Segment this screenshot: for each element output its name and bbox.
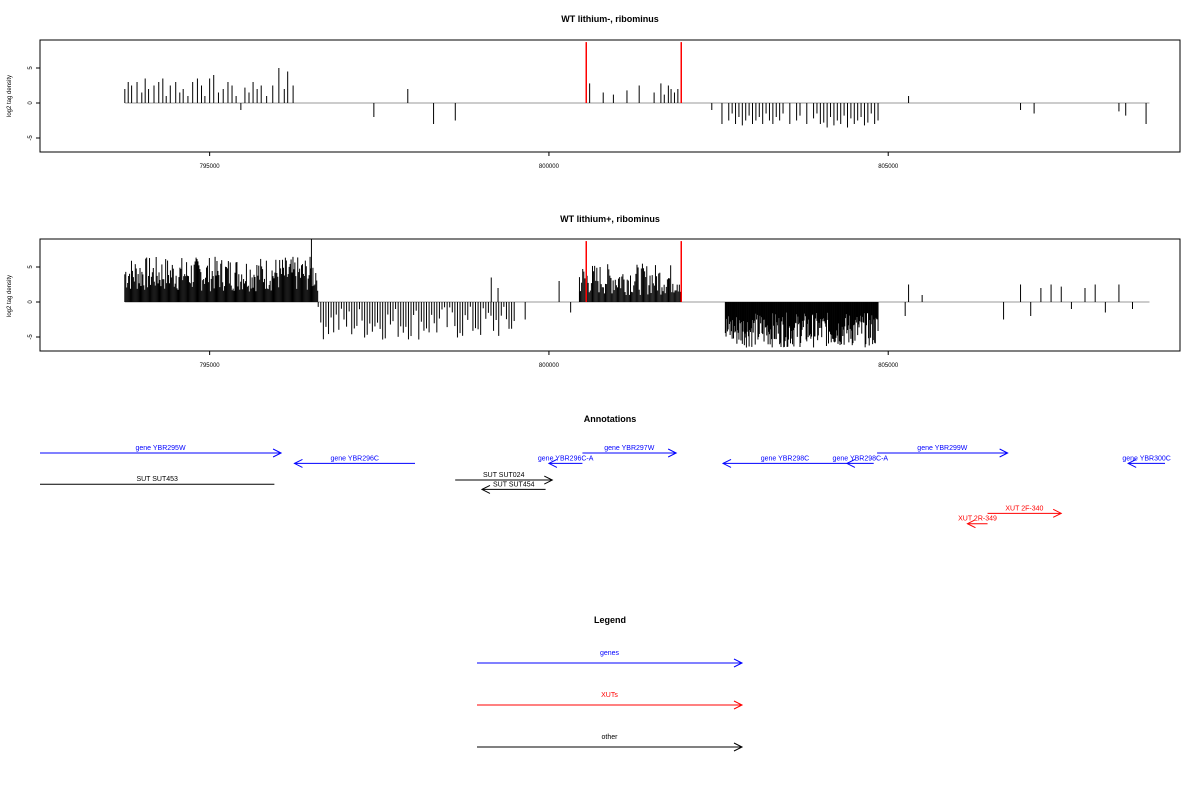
arrow-head	[544, 475, 554, 485]
feature-label: XUT 2F-340	[1005, 505, 1043, 512]
y-tick-label: 0	[28, 300, 34, 304]
y-axis-label: log2 tag density	[7, 275, 13, 317]
annotation-feature: gene YBR300C	[1122, 455, 1171, 468]
annotation-feature: gene YBR295W	[40, 445, 283, 458]
annotations-title: Annotations	[584, 414, 637, 424]
annotation-feature: SUT SUT453	[40, 476, 275, 485]
feature-label: XUT 2R-349	[958, 516, 997, 523]
x-tick-label: 795000	[200, 164, 221, 170]
x-tick-label: 805000	[878, 164, 899, 170]
arrow-head	[480, 484, 491, 494]
legend-label: XUTs	[601, 692, 618, 699]
legend-label: other	[602, 734, 619, 741]
legend: Legend genes XUTs other	[477, 615, 744, 752]
feature-label: SUT SUT453	[136, 476, 178, 483]
legend-item: genes	[477, 650, 744, 668]
annotation-feature: XUT 2R-349	[958, 516, 997, 529]
annotation-feature: SUT SUT024	[455, 472, 554, 485]
x-tick-label: 800000	[539, 164, 560, 170]
y-tick-label: 5	[28, 265, 34, 269]
y-tick-label: 0	[28, 101, 34, 105]
annotation-feature: gene YBR298C-A	[833, 455, 889, 468]
annotation-feature: gene YBR298C	[721, 455, 847, 468]
x-tick-label: 795000	[200, 363, 221, 369]
panel-title: WT lithium-, ribominus	[561, 14, 659, 24]
annotation-features: gene YBR295W gene YBR296C gene YBR296C-A ge…	[40, 445, 1171, 529]
feature-label: gene YBR299W	[917, 445, 967, 452]
y-tick-label: 5	[28, 66, 34, 70]
annotation-feature: gene YBR299W	[877, 445, 1009, 458]
axes: 5 0 -5 795000 800000 805000	[28, 66, 1150, 170]
annotation-feature: SUT SUT454	[480, 481, 546, 494]
arrow-head	[721, 458, 732, 468]
x-tick-label: 805000	[878, 363, 899, 369]
arrow-head	[966, 519, 976, 529]
feature-label: gene YBR296C	[330, 455, 379, 462]
arrow-head	[1127, 458, 1137, 468]
arrow-head	[999, 448, 1009, 458]
feature-label: gene YBR295W	[135, 445, 185, 452]
arrow-head	[733, 742, 744, 752]
y-tick-label: -5	[28, 334, 34, 340]
x-tick-label: 800000	[539, 363, 560, 369]
bars-layer	[124, 239, 1133, 348]
plot-frame	[39, 238, 1181, 352]
feature-label: gene YBR298C-A	[833, 455, 889, 462]
plot-frame	[39, 39, 1181, 153]
arrow-head	[272, 448, 283, 458]
feature-label: gene YBR296C-A	[538, 455, 594, 462]
panel-lithium-plus: WT lithium+, ribominus log2 tag density …	[7, 214, 1181, 369]
feature-label: SUT SUT024	[483, 472, 525, 479]
feature-label: gene YBR298C	[761, 455, 810, 462]
annotation-feature: XUT 2F-340	[987, 505, 1063, 518]
legend-label: genes	[600, 650, 620, 657]
legend-title: Legend	[594, 615, 626, 625]
legend-items: genes XUTs other	[477, 650, 744, 752]
bars-layer	[124, 42, 1147, 128]
y-axis-label: log2 tag density	[7, 75, 13, 117]
arrow-head	[1052, 508, 1063, 518]
feature-label: gene YBR300C	[1122, 455, 1171, 462]
panel-title: WT lithium+, ribominus	[560, 214, 660, 224]
arrow-head	[733, 700, 744, 710]
y-tick-label: -5	[28, 135, 34, 141]
arrow-head	[667, 448, 678, 458]
arrow-head	[733, 658, 744, 668]
arrow-head	[547, 458, 558, 468]
annotation-feature: gene YBR296C	[293, 455, 415, 468]
panel-lithium-minus: WT lithium-, ribominus log2 tag density …	[7, 14, 1181, 170]
arrow-head	[845, 458, 856, 468]
arrow-head	[293, 458, 303, 468]
legend-item: XUTs	[477, 692, 744, 710]
feature-label: gene YBR297W	[604, 445, 654, 452]
legend-item: other	[477, 734, 744, 752]
feature-label: SUT SUT454	[493, 481, 535, 488]
annotation-feature: gene YBR296C-A	[538, 455, 594, 468]
annotation-feature: gene YBR297W	[582, 445, 678, 458]
